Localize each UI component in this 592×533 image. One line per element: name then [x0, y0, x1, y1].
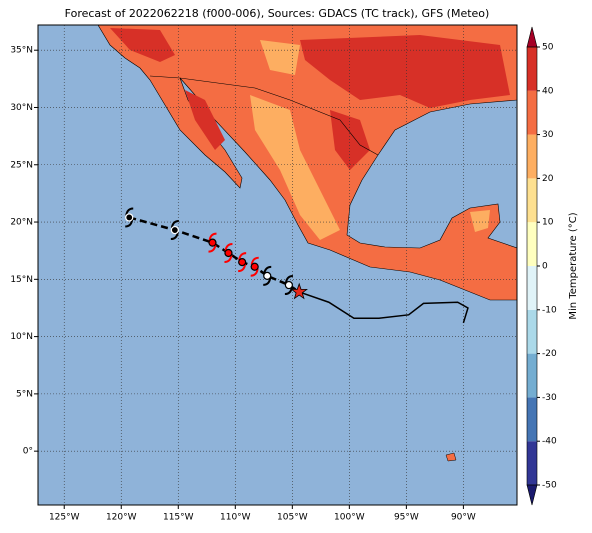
storm-arm — [263, 277, 272, 286]
x-tick-label: 90°W — [451, 513, 476, 523]
storm-arm — [284, 286, 293, 296]
y-tick-label: 25°N — [10, 160, 33, 170]
warm-region — [300, 35, 510, 108]
colorbar-extend-high — [526, 26, 538, 48]
grid — [38, 25, 517, 505]
storm-marker — [224, 242, 233, 263]
colorbar-tick-label: 0 — [542, 262, 548, 272]
mild-region — [250, 95, 340, 240]
colorbar-tick-label: -20 — [542, 349, 557, 359]
colorbar-bin — [527, 353, 537, 398]
colorbar-bin — [527, 222, 537, 266]
colorbar-bin — [527, 47, 537, 91]
warm-region — [110, 28, 175, 62]
chart-title: Forecast of 2022062218 (f000-006), Sourc… — [65, 7, 490, 20]
colorbar-tick-label: -50 — [542, 481, 557, 491]
colorbar-label: Min Temperature (°C) — [568, 212, 579, 319]
y-tick-label: 30°N — [10, 103, 33, 113]
colorbar-tick-label: -40 — [542, 437, 557, 447]
x-tick-label: 115°W — [163, 513, 194, 523]
colorbar: -50 -40 -30 -20 -10 0 10 20 30 40 50 — [526, 26, 557, 506]
colorbar-bin — [527, 90, 537, 135]
storm-arm — [250, 256, 259, 265]
storm-marker — [250, 256, 259, 277]
island — [445, 452, 457, 462]
storm-marker — [263, 265, 272, 286]
storm-eye — [224, 248, 233, 258]
warm-region — [185, 90, 225, 150]
colorbar-tick-label: 10 — [542, 218, 554, 228]
track — [125, 207, 469, 324]
x-tick-label: 100°W — [334, 513, 365, 523]
y-tick-label: 5°N — [16, 389, 33, 399]
current-position — [290, 282, 308, 300]
storm-eye — [284, 280, 294, 290]
storm-eye — [170, 225, 179, 235]
storm-arm — [284, 275, 293, 284]
y-tick-label: 10°N — [10, 332, 33, 342]
storm-marker — [125, 207, 134, 228]
storm-eye — [238, 258, 247, 267]
past-track — [298, 291, 469, 324]
x-tick-label: 120°W — [106, 513, 137, 523]
colorbar-extend-low — [526, 484, 538, 506]
storm-eye — [250, 262, 259, 271]
storm-arm — [263, 265, 272, 275]
colorbar-bin — [527, 178, 537, 223]
storm-arm — [224, 254, 233, 263]
border — [149, 75, 379, 156]
storm-arm — [170, 220, 179, 229]
storm-marker — [284, 275, 294, 296]
x-tick-label: 110°W — [220, 513, 251, 523]
storm-marker — [208, 232, 217, 253]
storm-arm — [125, 207, 134, 216]
colorbar-bin — [527, 397, 537, 442]
mild-region — [470, 210, 490, 232]
storm-eye — [208, 238, 217, 247]
storm-eye — [125, 213, 134, 222]
colorbar-tick-label: -10 — [542, 305, 557, 315]
storm-marker — [170, 220, 179, 241]
land — [97, 25, 517, 462]
x-tick-label: 95°W — [394, 513, 419, 523]
storm-arm — [170, 231, 179, 241]
storm-eye — [263, 271, 272, 280]
colorbar-bin — [527, 309, 537, 354]
storm-arm — [238, 263, 247, 273]
x-tick-label: 105°W — [277, 513, 308, 523]
colorbar-tick-label: 20 — [542, 174, 554, 184]
colorbar-tick-label: -30 — [542, 393, 557, 403]
storm-arm — [125, 219, 134, 228]
map-frame — [37, 24, 518, 506]
storm-marker — [238, 252, 247, 273]
x-tick-label: 125°W — [49, 513, 80, 523]
storm-arm — [208, 244, 217, 253]
colorbar-bin — [527, 134, 537, 179]
storm-arm — [250, 268, 259, 277]
colorbar-bin — [527, 441, 537, 485]
y-tick-label: 15°N — [10, 275, 33, 285]
y-tick-label: 0° — [23, 447, 33, 457]
storm-arm — [224, 242, 233, 252]
colorbar-tick-label: 50 — [542, 43, 554, 53]
colorbar-bin — [527, 266, 537, 310]
storm-arm — [208, 232, 217, 241]
warm-region — [330, 110, 370, 170]
colorbar-tick-label: 40 — [542, 86, 554, 96]
y-tick-label: 20°N — [10, 218, 33, 228]
colorbar-tick-label: 30 — [542, 130, 554, 140]
storm-arm — [238, 252, 247, 261]
mild-region — [260, 40, 300, 75]
y-tick-label: 35°N — [10, 46, 33, 56]
